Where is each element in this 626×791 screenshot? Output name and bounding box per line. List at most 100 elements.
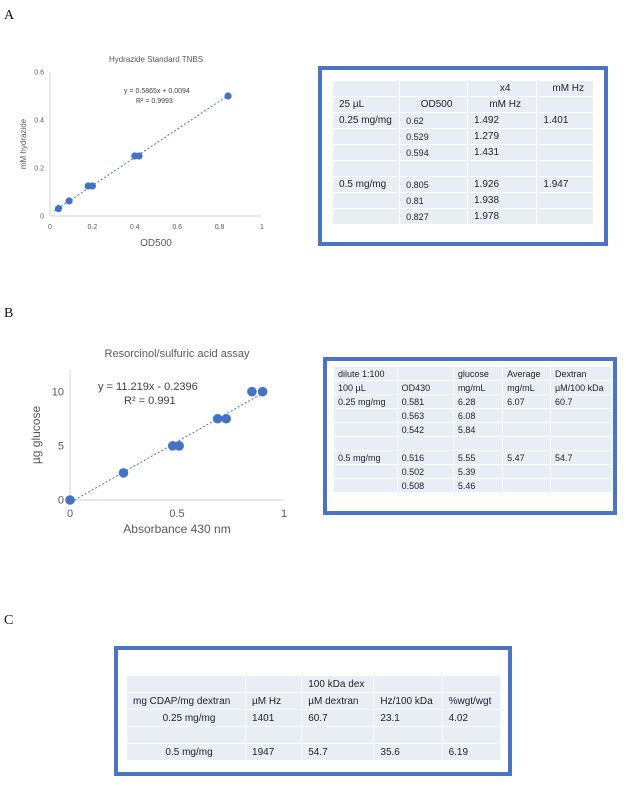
table-cell: 1.431 bbox=[466, 144, 538, 161]
trendline bbox=[53, 93, 231, 212]
y-tick-label: 0.4 bbox=[34, 117, 44, 124]
table-cell: OD500 bbox=[399, 96, 468, 113]
table-cell: 1.947 bbox=[536, 176, 594, 193]
table-row: 100 µL OD430 mg/mL mg/mL µM/100 kDa bbox=[333, 380, 614, 395]
table-cell: 6.19 bbox=[441, 743, 502, 761]
chart-title: Resorcinol/sulfuric acid assay bbox=[105, 348, 250, 360]
glucose-table: dilute 1:100 glucose Average Dextran 100 µL O… bbox=[333, 366, 614, 493]
table-cell bbox=[536, 96, 594, 113]
data-point bbox=[54, 204, 63, 213]
hydrazide-chart-svg: Hydrazide Standard TNBS 0 0.2 0.4 0.6 0.8 1 0 0.… bbox=[19, 55, 264, 249]
y-tick-label: 0 bbox=[58, 495, 64, 507]
r-squared-label: R² = 0.9993 bbox=[136, 98, 173, 105]
x-tick-label: 0.2 bbox=[88, 224, 98, 231]
table-row: 0.542 5.84 bbox=[333, 422, 614, 437]
table-row: 0.5 mg/mg 0.516 5.55 5.47 54.7 bbox=[333, 450, 614, 465]
y-tick-label: 10 bbox=[52, 386, 64, 398]
table-cell: Hz/100 kDa bbox=[373, 692, 443, 710]
table-cell: 1401 bbox=[245, 709, 303, 727]
table-row bbox=[125, 726, 502, 744]
table-cell bbox=[466, 160, 538, 177]
table-cell: 0.5 mg/mg bbox=[125, 743, 247, 761]
table-cell: 0.81 bbox=[399, 192, 468, 209]
table-cell: dilute 1:100 bbox=[333, 366, 398, 381]
table-cell: 0.25 mg/mg bbox=[331, 112, 401, 129]
resorcinol-assay-chart: Resorcinol/sulfuric acid assay 0 0.5 1 0 5 10 A… bbox=[28, 340, 298, 550]
data-point bbox=[65, 495, 75, 505]
r-squared-label: R² = 0.991 bbox=[124, 395, 176, 407]
table-cell: 0.502 bbox=[396, 464, 454, 479]
table-cell: OD430 bbox=[396, 380, 454, 395]
glucose-table-box: dilute 1:100 glucose Average Dextran 100 µL O… bbox=[323, 357, 617, 515]
trendline-equation: y = 0.5865x + 0.0094 bbox=[124, 88, 190, 95]
table-cell: mM Hz bbox=[536, 80, 594, 97]
x-tick-label: 0 bbox=[67, 508, 73, 520]
table-cell: 0.516 bbox=[396, 450, 454, 465]
table-row: 0.5 mg/mg 0.805 1.926 1.947 bbox=[331, 176, 594, 193]
table-cell bbox=[333, 464, 398, 479]
table-cell: 1947 bbox=[245, 743, 303, 761]
data-point bbox=[224, 92, 232, 100]
table-cell bbox=[536, 208, 594, 225]
table-cell: glucose bbox=[452, 366, 504, 381]
table-cell: 1.492 bbox=[466, 112, 538, 129]
table-row: 0.25 mg/mg 0.62 1.492 1.401 bbox=[331, 112, 594, 129]
table-cell bbox=[399, 80, 468, 97]
data-point bbox=[65, 197, 73, 205]
table-cell: 0.542 bbox=[396, 422, 454, 437]
table-cell bbox=[502, 464, 551, 479]
table-row bbox=[331, 160, 594, 177]
table-cell bbox=[549, 464, 614, 479]
table-cell bbox=[331, 192, 401, 209]
table-cell bbox=[536, 192, 594, 209]
table-cell bbox=[331, 128, 401, 145]
table-cell: 0.529 bbox=[399, 128, 468, 145]
table-cell bbox=[331, 144, 401, 161]
table-cell: 4.02 bbox=[441, 709, 502, 727]
hydrazide-standard-chart: Hydrazide Standard TNBS 0 0.2 0.4 0.6 0.8 1 0 0.… bbox=[19, 40, 280, 260]
panel-label-b: B bbox=[4, 306, 14, 321]
table-cell: mg/mL bbox=[502, 380, 551, 395]
table-row: 0.25 mg/mg 0.581 6.28 6.07 60.7 bbox=[333, 394, 614, 409]
table-cell: µM Hz bbox=[245, 692, 303, 710]
table-cell bbox=[396, 366, 454, 381]
y-axis-label: µg glucose bbox=[29, 406, 43, 465]
table-row: 0.508 5.46 bbox=[333, 478, 614, 493]
trendline-equation: y = 11.219x - 0.2396 bbox=[98, 381, 198, 393]
table-row: 25 µL OD500 mM Hz bbox=[331, 96, 594, 113]
table-cell bbox=[536, 128, 594, 145]
table-cell: mM Hz bbox=[466, 96, 538, 113]
table-cell: mg CDAP/mg dextran bbox=[125, 692, 247, 710]
table-row: mg CDAP/mg dextran µM Hz µM dextran Hz/100 … bbox=[125, 692, 502, 710]
hydrazide-table-box: x4 mM Hz 25 µL OD500 mM Hz 0.25 mg/mg 0.62 1.49… bbox=[318, 66, 608, 246]
table-cell: 60.7 bbox=[301, 709, 375, 727]
y-tick-label: 5 bbox=[58, 441, 64, 453]
table-cell bbox=[373, 726, 443, 744]
chart-title: Hydrazide Standard TNBS bbox=[109, 55, 203, 64]
table-cell: 6.07 bbox=[502, 394, 551, 409]
table-cell: 54.7 bbox=[549, 450, 614, 465]
y-tick-label: 0 bbox=[40, 213, 44, 220]
table-cell bbox=[502, 408, 551, 423]
table-cell: x4 bbox=[466, 80, 538, 97]
table-cell: 0.805 bbox=[399, 176, 468, 193]
x-axis-label: Absorbance 430 nm bbox=[123, 522, 230, 536]
table-cell bbox=[331, 160, 401, 177]
x-tick-label: 0 bbox=[48, 224, 52, 231]
table-cell: 100 kDa dex bbox=[301, 675, 375, 693]
table-cell: 1.978 bbox=[466, 208, 538, 225]
x-tick-label: 0.8 bbox=[215, 224, 225, 231]
table-cell bbox=[301, 726, 375, 744]
x-tick-label: 1 bbox=[281, 508, 287, 520]
table-cell bbox=[536, 160, 594, 177]
table-cell: 35.6 bbox=[373, 743, 443, 761]
table-cell bbox=[502, 478, 551, 493]
table-cell bbox=[333, 408, 398, 423]
table-cell bbox=[441, 675, 502, 693]
table-cell bbox=[549, 408, 614, 423]
table-cell bbox=[331, 208, 401, 225]
table-cell: µM dextran bbox=[301, 692, 375, 710]
data-point bbox=[135, 152, 143, 160]
table-row: 0.5 mg/mg 1947 54.7 35.6 6.19 bbox=[125, 743, 502, 761]
